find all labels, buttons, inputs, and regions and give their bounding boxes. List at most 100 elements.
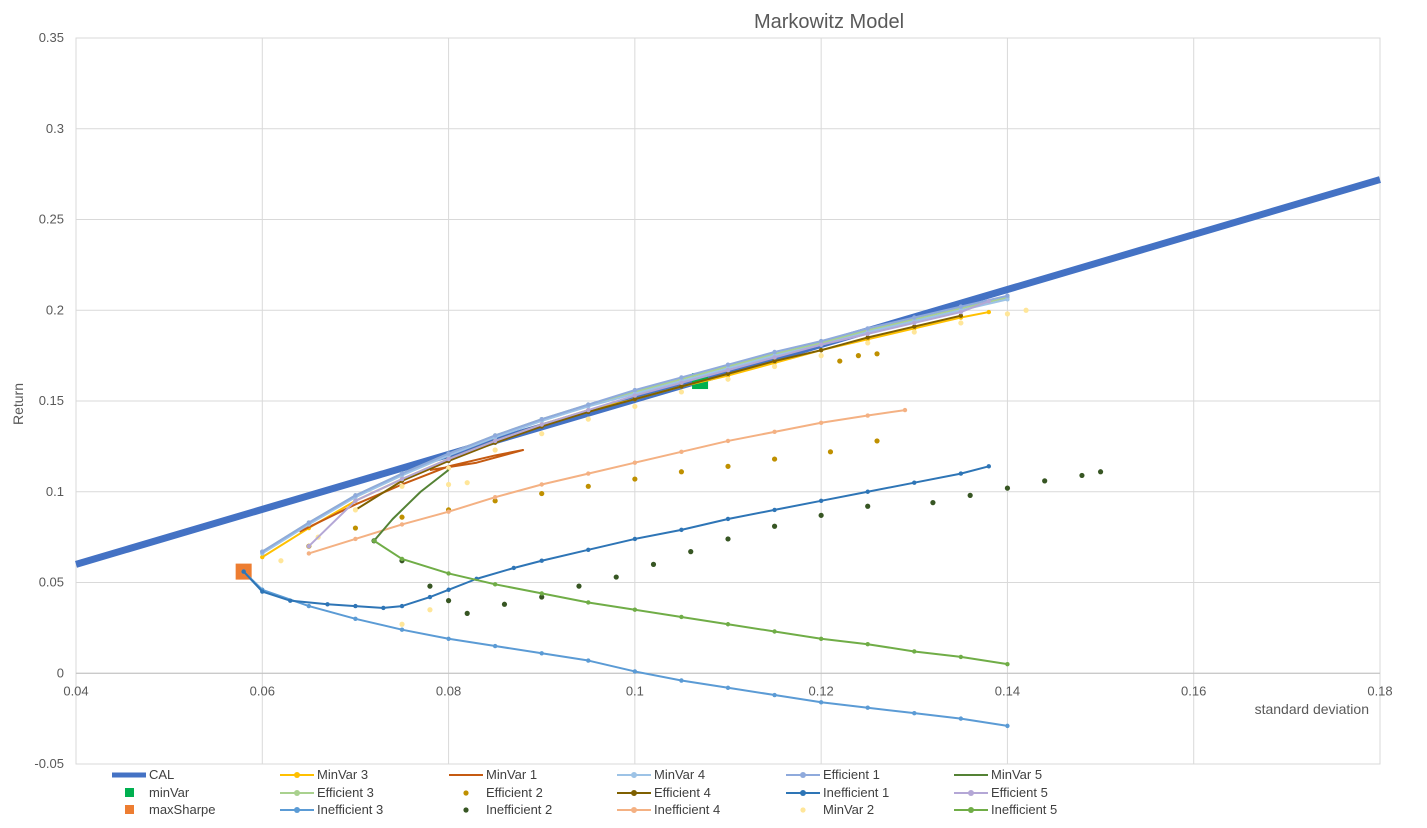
data-point — [958, 313, 964, 318]
data-point — [399, 556, 405, 562]
data-point — [874, 438, 880, 444]
data-point — [874, 351, 880, 357]
data-point — [352, 525, 359, 531]
legend-item-minvar-4: MinVar 4 — [617, 767, 705, 782]
series-inefficient-5 — [371, 538, 1010, 667]
data-point — [539, 422, 544, 427]
x-tick-label: 0.06 — [250, 683, 275, 698]
data-point — [632, 393, 638, 398]
y-tick-label: 0.25 — [39, 212, 64, 227]
data-point — [586, 547, 591, 553]
data-point — [586, 471, 591, 476]
data-point — [679, 449, 684, 455]
legend-item-inefficient-1: Inefficient 1 — [786, 785, 889, 800]
legend-item-minvar-5: MinVar 5 — [954, 767, 1042, 782]
data-point — [352, 507, 359, 513]
legend-marker — [125, 805, 134, 814]
data-point — [688, 549, 694, 555]
x-axis-label: standard deviation — [1255, 701, 1369, 717]
data-point — [399, 627, 405, 632]
data-point — [371, 538, 377, 543]
legend-marker-dot — [294, 790, 300, 796]
data-point — [865, 340, 871, 346]
data-point — [586, 600, 591, 605]
series-efficient-1 — [260, 293, 1010, 554]
legend-label: Efficient 1 — [823, 767, 880, 782]
data-point — [353, 616, 358, 621]
legend-marker-dot — [968, 807, 974, 813]
data-point — [772, 507, 777, 513]
data-point — [260, 554, 265, 560]
data-point — [912, 710, 917, 716]
data-point — [399, 471, 405, 476]
data-point — [399, 483, 405, 489]
data-point — [585, 483, 591, 489]
legend-label: Inefficient 5 — [991, 802, 1057, 817]
data-point — [865, 705, 870, 710]
legend-label: MinVar 4 — [654, 767, 705, 782]
data-point — [986, 309, 991, 315]
legend-marker-dot — [294, 772, 300, 778]
data-point — [865, 642, 870, 647]
data-point — [632, 460, 638, 465]
data-point — [902, 407, 908, 413]
data-point — [679, 678, 684, 683]
legend-label: MinVar 1 — [486, 767, 537, 782]
data-point — [446, 509, 451, 514]
data-point — [772, 629, 777, 634]
data-point — [1079, 472, 1085, 479]
data-point — [1042, 478, 1048, 484]
data-point — [586, 402, 591, 407]
data-point — [511, 565, 516, 571]
legend-label: MinVar 5 — [991, 767, 1042, 782]
data-point — [353, 493, 358, 498]
data-point — [818, 700, 824, 705]
data-point — [632, 536, 638, 542]
legend-marker-dot — [800, 790, 806, 796]
data-point — [492, 643, 498, 649]
legend-label: Inefficient 1 — [823, 785, 889, 800]
data-point — [492, 438, 498, 444]
data-point — [771, 456, 778, 462]
data-point — [539, 482, 544, 487]
legend-label: MinVar 2 — [823, 802, 874, 817]
data-point — [539, 591, 544, 596]
data-point — [986, 464, 991, 469]
data-point — [539, 416, 544, 422]
y-axis-ticks: -0.05 0 0.05 0.1 0.15 0.2 0.25 0.3 0.35 — [34, 30, 64, 771]
data-point — [986, 298, 991, 304]
legend-item-inefficient-4: Inefficient 4 — [617, 802, 720, 817]
data-point — [260, 589, 265, 594]
data-point — [725, 367, 731, 373]
data-point — [306, 551, 312, 556]
data-point — [501, 601, 508, 607]
data-point — [586, 658, 591, 663]
data-point — [446, 451, 451, 456]
data-point — [818, 347, 824, 353]
legend-item-efficient-4: Efficient 4 — [617, 785, 711, 800]
legend-marker — [800, 807, 806, 813]
data-point — [325, 602, 330, 607]
data-point — [772, 349, 777, 355]
data-point — [399, 476, 405, 482]
data-point — [958, 716, 964, 721]
data-point — [241, 569, 246, 574]
data-point — [1005, 297, 1010, 302]
data-point — [772, 355, 777, 360]
series-line-minvar-1 — [299, 449, 525, 533]
data-point — [306, 544, 312, 549]
legend-marker-dot — [631, 772, 637, 778]
data-point — [576, 583, 582, 589]
legend-item-inefficient-3: Inefficient 3 — [280, 802, 383, 817]
data-point — [1004, 311, 1011, 317]
data-point — [818, 338, 824, 344]
data-point — [818, 512, 824, 518]
data-point — [679, 527, 684, 533]
data-point — [725, 536, 731, 542]
y-tick-label: 0 — [57, 665, 64, 680]
data-point — [725, 438, 731, 444]
data-point — [679, 614, 684, 620]
data-point — [837, 358, 843, 364]
data-point — [912, 320, 917, 326]
